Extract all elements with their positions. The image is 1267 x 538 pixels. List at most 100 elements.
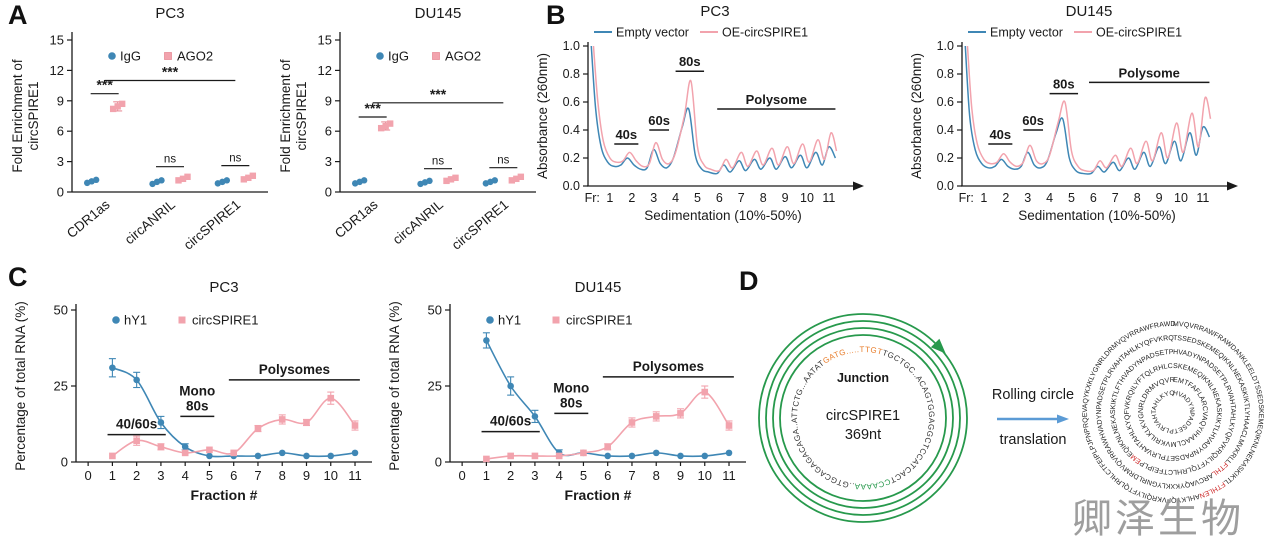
svg-text:0.6: 0.6: [937, 95, 954, 109]
svg-text:Sedimentation (10%-50%): Sedimentation (10%-50%): [644, 208, 802, 223]
svg-text:CDR1as: CDR1as: [332, 197, 381, 241]
svg-text:4: 4: [556, 468, 563, 483]
svg-text:ns: ns: [164, 154, 176, 166]
svg-text:80s: 80s: [186, 398, 209, 413]
svg-text:11: 11: [722, 468, 736, 483]
svg-text:Sedimentation (10%-50%): Sedimentation (10%-50%): [1018, 208, 1176, 223]
svg-text:25: 25: [428, 379, 442, 394]
svg-text:9: 9: [303, 468, 310, 483]
panel-label-c: C: [8, 262, 28, 292]
rolling-circle-caption-line1: Rolling circle: [992, 387, 1074, 403]
svg-text:80s: 80s: [560, 395, 583, 410]
svg-text:2: 2: [1002, 191, 1009, 205]
protein-sequence-ring: HVADYNPADSETPLRVAHTAHLKYQ: [1151, 390, 1195, 434]
svg-text:0.6: 0.6: [563, 95, 580, 109]
svg-text:11: 11: [348, 468, 362, 483]
svg-text:11: 11: [822, 191, 835, 205]
svg-text:5: 5: [206, 468, 213, 483]
svg-text:15: 15: [318, 33, 332, 48]
svg-text:***: ***: [162, 64, 179, 80]
svg-text:1: 1: [109, 468, 116, 483]
svg-text:60s: 60s: [648, 113, 670, 128]
svg-text:9: 9: [1156, 191, 1163, 205]
svg-text:0.4: 0.4: [937, 123, 954, 137]
circ-name-label: circSPIRE1: [826, 408, 900, 424]
svg-text:circSPIRE1: circSPIRE1: [26, 81, 41, 150]
svg-text:0: 0: [57, 185, 64, 200]
svg-text:10: 10: [698, 468, 712, 483]
svg-text:9: 9: [677, 468, 684, 483]
svg-text:6: 6: [1090, 191, 1097, 205]
chart-polysome-profile-pc3: PC3 Empty vector OE-circSPIRE1 0.0 0.2 0.4 0.6…: [534, 0, 864, 262]
svg-text:Polysome: Polysome: [1119, 65, 1180, 80]
svg-text:Percentage of total RNA (%): Percentage of total RNA (%): [387, 301, 402, 471]
svg-text:Empty vector: Empty vector: [990, 26, 1063, 40]
svg-text:2: 2: [628, 191, 635, 205]
circle-rna-ring: [772, 327, 954, 509]
svg-text:2: 2: [133, 468, 140, 483]
panel-label-d: D: [739, 266, 759, 296]
svg-text:1.0: 1.0: [563, 39, 580, 53]
svg-text:DU145: DU145: [415, 5, 462, 22]
svg-text:7: 7: [738, 191, 745, 205]
svg-text:Polysome: Polysome: [746, 92, 807, 107]
svg-text:7: 7: [628, 468, 635, 483]
svg-text:5: 5: [1068, 191, 1075, 205]
svg-text:40s: 40s: [615, 127, 637, 142]
chart-rip-enrichment-du145: 0 3 6 9 12 15 Fold Enrichment of circSPIRE1 DU14…: [278, 0, 546, 262]
svg-text:0.0: 0.0: [937, 179, 954, 193]
junction-label: Junction: [837, 371, 889, 385]
svg-text:hY1: hY1: [124, 313, 147, 328]
svg-text:6: 6: [57, 124, 64, 139]
svg-text:4: 4: [672, 191, 679, 205]
svg-text:ns: ns: [497, 155, 509, 167]
svg-text:0.0: 0.0: [563, 179, 580, 193]
svg-text:Fr:: Fr:: [585, 191, 600, 205]
svg-text:Fold Enrichment of: Fold Enrichment of: [278, 59, 293, 173]
svg-text:3: 3: [650, 191, 657, 205]
svg-text:DU145: DU145: [1066, 3, 1113, 20]
svg-text:10: 10: [800, 191, 814, 205]
B_PC3-svg: PC3 Empty vector OE-circSPIRE1 0.0 0.2 0.4 0.6…: [535, 3, 864, 223]
svg-text:12: 12: [50, 63, 64, 78]
svg-text:hY1: hY1: [498, 313, 521, 328]
panel-label-a: A: [8, 0, 28, 30]
svg-text:Absorbance (260nm): Absorbance (260nm): [535, 53, 550, 179]
svg-text:6: 6: [604, 468, 611, 483]
svg-text:IgG: IgG: [120, 49, 141, 64]
svg-text:Polysomes: Polysomes: [633, 359, 704, 374]
svg-text:60s: 60s: [1022, 113, 1044, 128]
svg-text:80s: 80s: [679, 54, 701, 69]
svg-text:PC3: PC3: [209, 279, 238, 296]
circle-sequence-text: GATG.....TTGTTGCTGC..ACAGTGGAGGCTCCATCAC…: [732, 265, 936, 491]
svg-text:Mono: Mono: [179, 383, 215, 398]
svg-text:Fraction #: Fraction #: [565, 487, 632, 503]
svg-text:0: 0: [435, 455, 442, 470]
svg-text:11: 11: [1196, 191, 1209, 205]
svg-text:3: 3: [531, 468, 538, 483]
svg-text:0.8: 0.8: [563, 67, 580, 81]
circle-direction-arrow: [930, 338, 946, 354]
svg-text:8: 8: [653, 468, 660, 483]
svg-text:50: 50: [428, 303, 442, 318]
svg-text:ns: ns: [229, 153, 241, 165]
svg-text:3: 3: [57, 154, 64, 169]
circle-rna-ring: [779, 334, 947, 502]
svg-text:10: 10: [1174, 191, 1188, 205]
svg-text:***: ***: [96, 77, 113, 93]
diagram-circspire1-rolling-circle: GATG.....TTGTTGCTGC..ACAGTGGAGGCTCCATCAC…: [732, 265, 1267, 538]
svg-text:9: 9: [57, 93, 64, 108]
svg-text:3: 3: [1024, 191, 1031, 205]
svg-text:0.8: 0.8: [937, 67, 954, 81]
svg-text:4: 4: [1046, 191, 1053, 205]
circ-length-label: 369nt: [845, 427, 881, 443]
svg-text:8: 8: [760, 191, 767, 205]
svg-text:circSPIRE1: circSPIRE1: [566, 313, 632, 328]
svg-text:***: ***: [430, 86, 447, 102]
svg-text:1: 1: [606, 191, 613, 205]
